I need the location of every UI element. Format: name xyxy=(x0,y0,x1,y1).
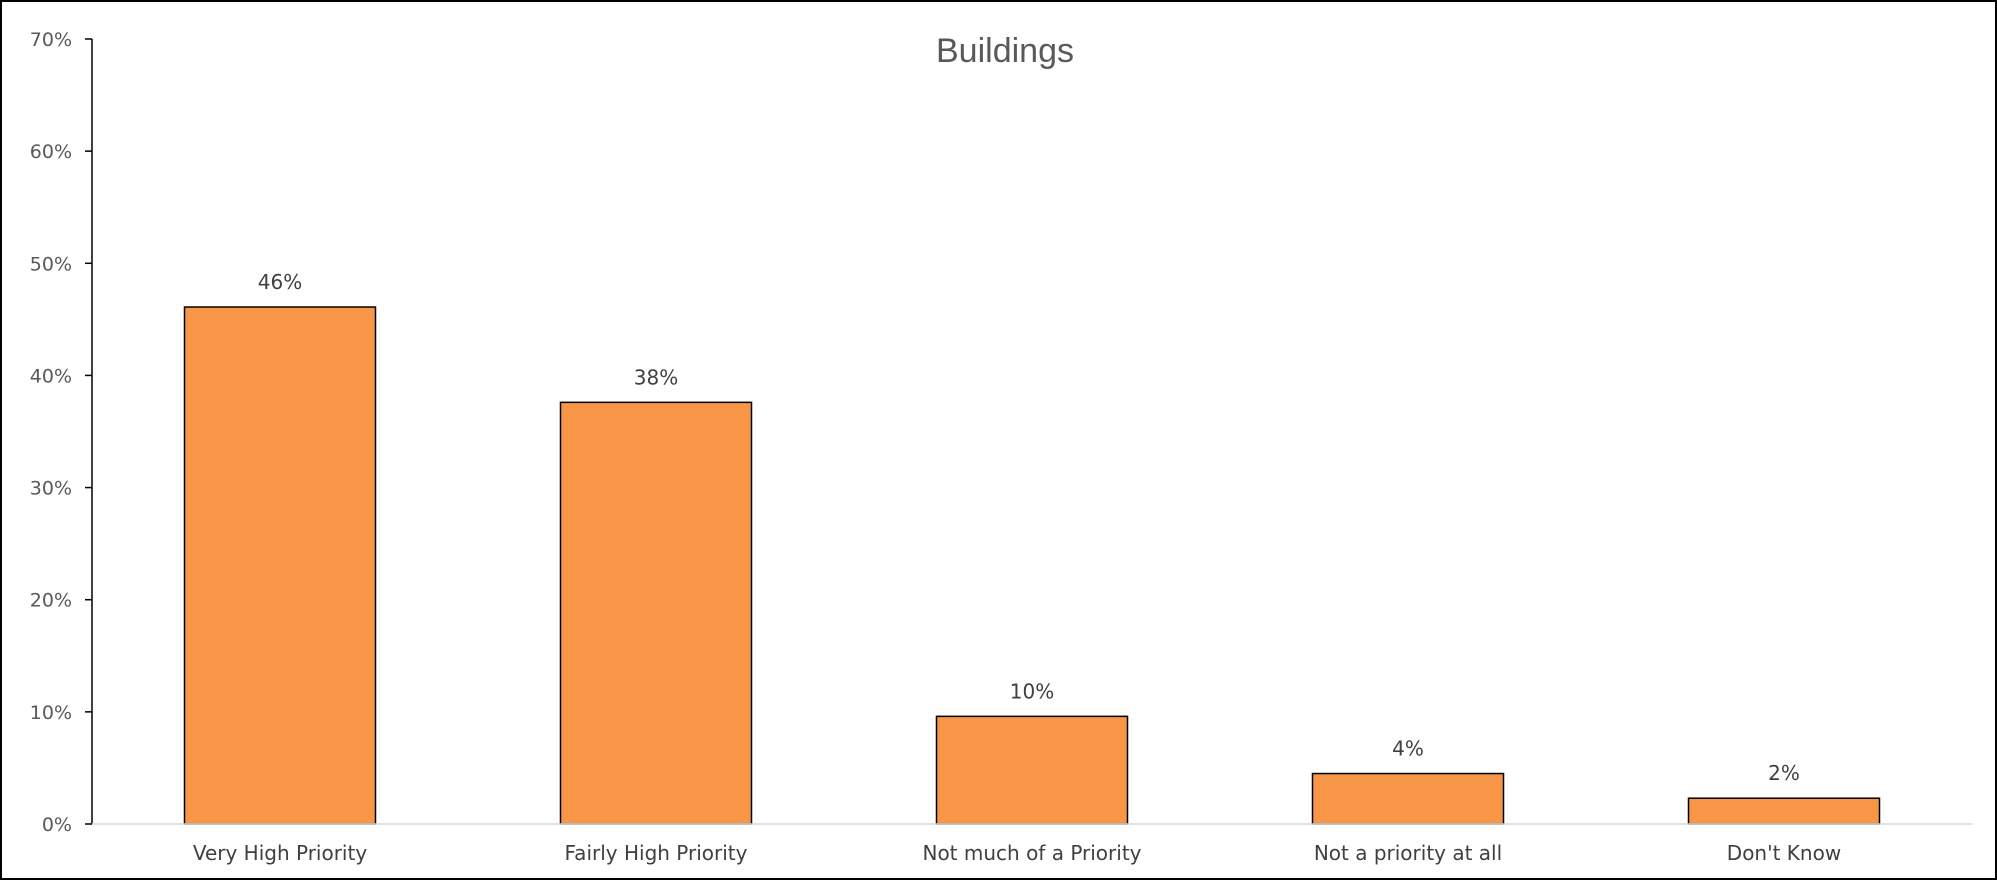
x-category-label: Fairly High Priority xyxy=(565,841,748,865)
x-category-label: Not much of a Priority xyxy=(922,841,1141,865)
x-axis: Very High Priority Fairly High Priority No… xyxy=(92,823,1972,865)
bar xyxy=(559,401,753,825)
bar xyxy=(183,306,377,825)
y-tick-label: 70% xyxy=(30,29,72,51)
y-tick-label: 30% xyxy=(30,478,72,500)
data-label: 10% xyxy=(1010,679,1054,703)
y-tick-label: 0% xyxy=(42,814,72,836)
bar xyxy=(935,715,1129,825)
data-label: 46% xyxy=(258,270,302,294)
bars: 46% 38% 10% 4% 2% xyxy=(183,270,1881,825)
x-category-label: Not a priority at all xyxy=(1314,841,1502,865)
y-tick-label: 40% xyxy=(30,365,72,387)
data-label: 4% xyxy=(1392,737,1424,761)
y-tick-label: 10% xyxy=(30,702,72,724)
chart-title: Buildings xyxy=(936,32,1074,70)
y-tick-label: 60% xyxy=(30,141,72,163)
data-label: 38% xyxy=(634,365,678,389)
y-tick-label: 50% xyxy=(30,253,72,275)
bar xyxy=(1687,797,1881,825)
x-category-label: Very High Priority xyxy=(193,841,368,865)
y-tick-label: 20% xyxy=(30,590,72,612)
bar xyxy=(1311,772,1505,825)
data-label: 2% xyxy=(1768,761,1800,785)
x-category-label: Don't Know xyxy=(1727,841,1841,865)
y-axis: 0% 10% 20% 30% 40% 50% 60% 70% xyxy=(30,29,93,836)
